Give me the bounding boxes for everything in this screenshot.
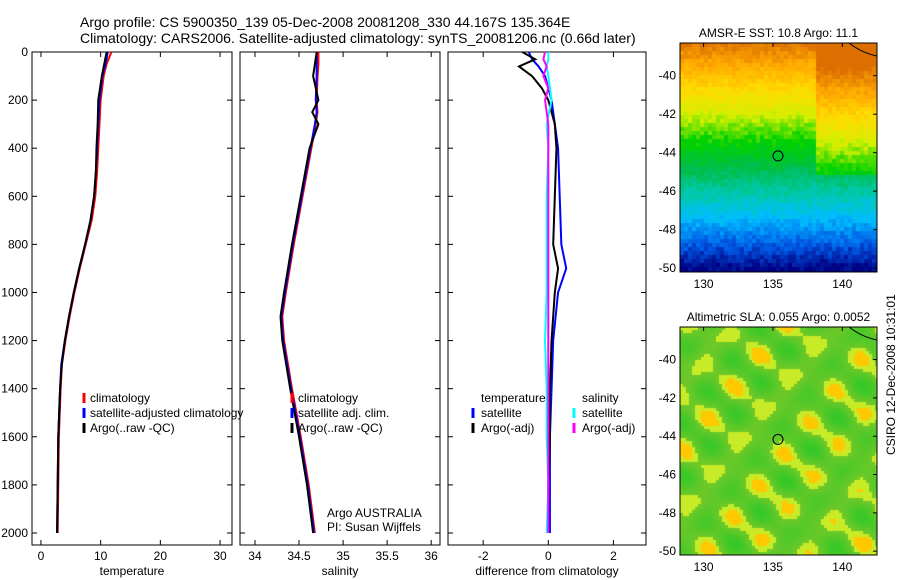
y-tick-label: -48 <box>659 223 677 237</box>
x-tick-label: 140 <box>832 277 852 291</box>
x-tick-label: 30 <box>213 549 227 563</box>
panel-1-frame <box>240 52 440 545</box>
x-tick-label: 2 <box>610 549 617 563</box>
x-tick-label: 35 <box>336 549 350 563</box>
coastline <box>849 43 877 56</box>
float-position-marker <box>773 434 783 444</box>
x-axis-label: temperature <box>100 564 165 578</box>
legend-label: climatology <box>90 391 150 405</box>
x-tick-label: 130 <box>694 277 714 291</box>
map-title: Altimetric SLA: 0.055 Argo: 0.0052 <box>687 310 871 324</box>
legend-label: Argo(..raw -QC) <box>298 421 383 435</box>
legend-label: satellite <box>481 406 522 420</box>
x-tick-label: 35.5 <box>375 549 399 563</box>
series-line-red <box>282 52 318 533</box>
x-tick-label: 135 <box>763 560 783 574</box>
y-tick-label: 2000 <box>1 526 28 540</box>
y-tick-label: -44 <box>659 146 677 160</box>
y-tick-label: -42 <box>659 391 677 405</box>
y-tick-label: -40 <box>659 69 677 83</box>
y-tick-label: -46 <box>659 468 677 482</box>
map-0-frame <box>680 43 877 272</box>
x-axis-label: difference from climatology <box>475 564 618 578</box>
legend-label: satellite-adjusted climatology <box>90 406 243 420</box>
legend-label: climatology <box>298 391 358 405</box>
credit-line-1: Argo AUSTRALIA <box>327 506 422 520</box>
side-label: CSIRO 12-Dec-2008 10:31:01 <box>884 294 898 455</box>
y-tick-label: -40 <box>659 353 677 367</box>
y-tick-label: 0 <box>21 45 28 59</box>
y-tick-label: -50 <box>659 544 677 558</box>
y-tick-label: 200 <box>8 93 28 107</box>
y-tick-label: 1800 <box>1 478 28 492</box>
y-tick-label: 1600 <box>1 430 28 444</box>
legend-header: temperature <box>481 391 546 405</box>
legend-label: satellite adj. clim. <box>298 406 389 420</box>
y-tick-label: -44 <box>659 429 677 443</box>
x-tick-label: 34.5 <box>287 549 311 563</box>
x-tick-label: 0 <box>38 549 45 563</box>
x-tick-label: 135 <box>763 277 783 291</box>
map-title: AMSR-E SST: 10.8 Argo: 11.1 <box>699 26 859 40</box>
y-tick-label: -46 <box>659 184 677 198</box>
y-tick-label: 1000 <box>1 285 28 299</box>
y-tick-label: 400 <box>8 141 28 155</box>
panel-0-frame <box>32 52 232 545</box>
y-tick-label: -48 <box>659 506 677 520</box>
y-tick-label: -42 <box>659 107 677 121</box>
figure-svg: 0 10 20 30temperature0200400600800100012001… <box>0 0 900 580</box>
legend-label: Argo(-adj) <box>582 421 635 435</box>
series-line-black <box>519 52 558 533</box>
x-tick-label: 0 <box>545 549 552 563</box>
x-tick-label: -2 <box>478 549 489 563</box>
argo-profile-figure: Argo profile: CS 5900350_139 05-Dec-2008… <box>0 0 900 580</box>
credit-line-2: PI: Susan Wijffels <box>327 520 421 534</box>
y-tick-label: 600 <box>8 189 28 203</box>
x-tick-label: 36 <box>425 549 439 563</box>
y-tick-label: 1400 <box>1 382 28 396</box>
legend-label: satellite <box>582 406 623 420</box>
legend-label: Argo(..raw -QC) <box>90 421 175 435</box>
x-tick-label: 20 <box>154 549 168 563</box>
x-tick-label: 34 <box>248 549 262 563</box>
series-line-red <box>58 52 112 533</box>
legend-label: Argo(-adj) <box>481 421 534 435</box>
x-axis-label: salinity <box>322 564 359 578</box>
float-position-marker <box>773 151 783 161</box>
y-tick-label: -50 <box>659 261 677 275</box>
y-tick-label: 800 <box>8 237 28 251</box>
legend-header: salinity <box>582 391 619 405</box>
x-tick-label: 10 <box>94 549 108 563</box>
coastline <box>849 327 877 340</box>
x-tick-label: 130 <box>694 560 714 574</box>
x-tick-label: 140 <box>832 560 852 574</box>
map-1-frame <box>680 327 877 555</box>
y-tick-label: 1200 <box>1 334 28 348</box>
